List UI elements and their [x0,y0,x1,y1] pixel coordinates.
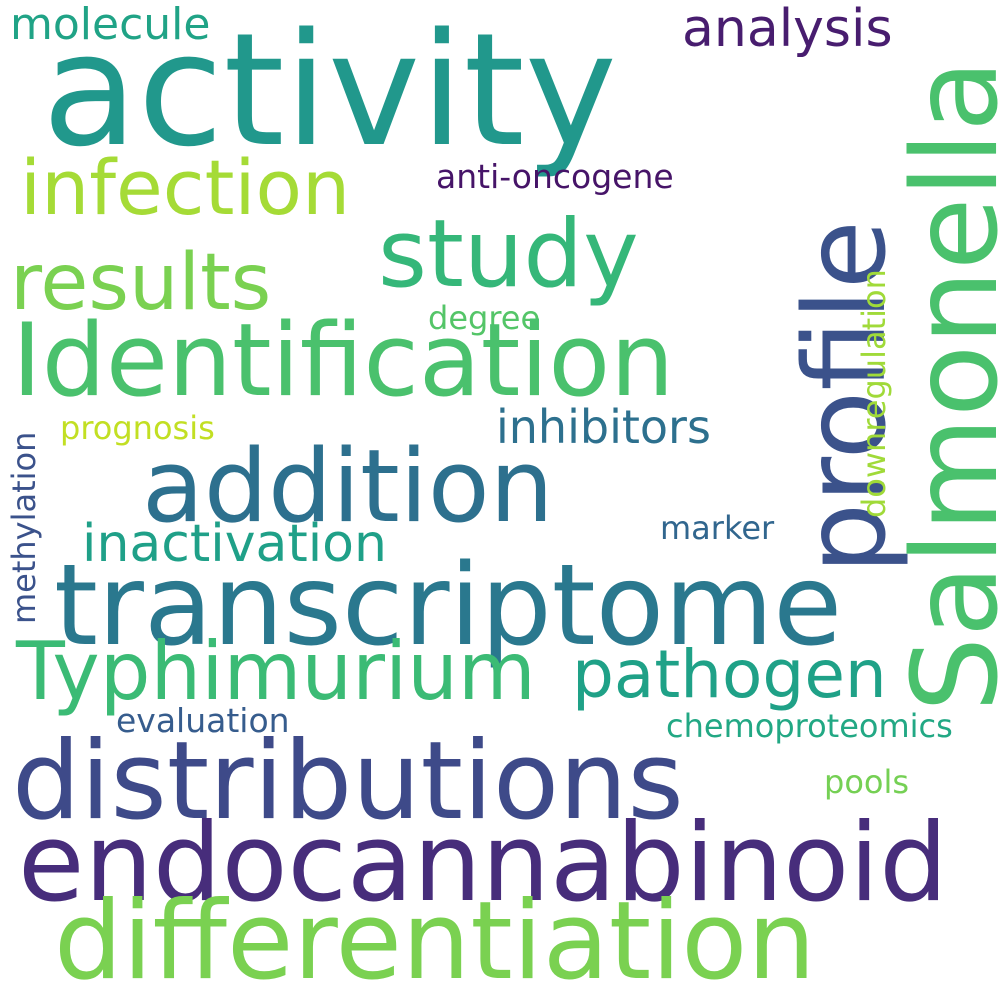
word-pools: pools [824,763,910,801]
word-anti-oncogene: anti-oncogene [436,157,674,196]
word-study: study [378,200,639,309]
word-inhibitors: inhibitors [496,400,711,454]
word-analysis: analysis [682,0,893,59]
word-prognosis: prognosis [60,409,215,447]
word-infection: infection [20,143,351,232]
word-chemoproteomics: chemoproteomics [666,707,953,745]
word-downregulation: downregulation [855,269,893,518]
word-degree: degree [428,299,541,337]
word-identification: Identification [12,301,675,419]
word-results: results [10,238,272,328]
word-pathogen: pathogen [572,636,887,713]
word-transcriptome: transcriptome [54,541,843,671]
word-marker: marker [660,509,775,547]
word-activity: activity [42,0,618,181]
word-salmonella: Salmonella [886,59,1000,712]
word-inactivation: inactivation [82,514,387,574]
word-addition: addition [142,427,554,545]
word-evaluation: evaluation [116,701,290,740]
word-molecule: molecule [10,0,211,50]
word-distributions: distributions [12,719,684,844]
word-typhimurium: Typhimurium [16,625,536,718]
word-methylation: methylation [5,431,43,624]
word-endocannabinoid: endocannabinoid [18,801,948,926]
word-differentiation: differentiation [54,879,816,1000]
